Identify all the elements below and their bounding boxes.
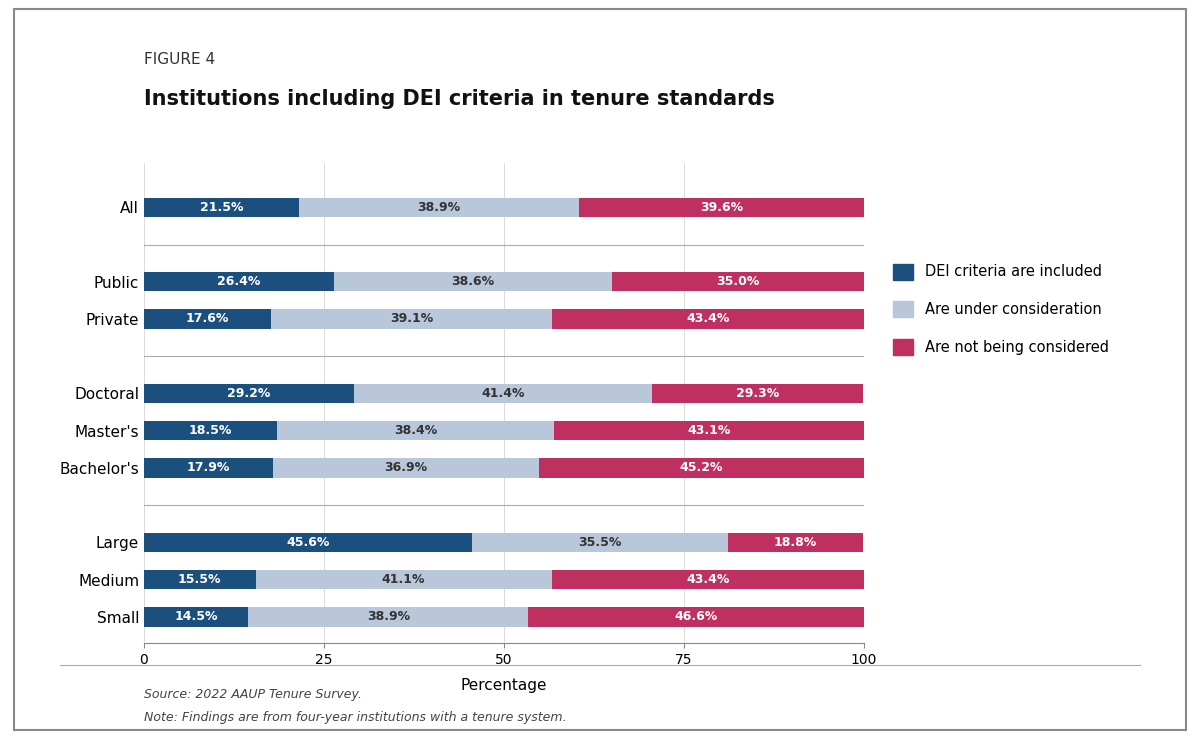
Bar — [354, 384, 653, 403]
Bar — [552, 310, 865, 329]
Text: 45.6%: 45.6% — [287, 536, 330, 549]
Text: 14.5%: 14.5% — [174, 610, 218, 624]
Text: 38.6%: 38.6% — [451, 275, 494, 288]
Bar — [144, 458, 272, 477]
Bar — [528, 607, 864, 627]
Text: 43.1%: 43.1% — [688, 424, 731, 437]
Bar — [728, 533, 863, 552]
Bar — [473, 533, 728, 552]
Bar — [144, 310, 271, 329]
Text: 26.4%: 26.4% — [217, 275, 260, 288]
Text: 36.9%: 36.9% — [384, 461, 427, 474]
Text: 29.2%: 29.2% — [228, 387, 271, 400]
Text: 43.4%: 43.4% — [686, 573, 730, 586]
Bar — [144, 384, 354, 403]
Bar — [334, 272, 612, 291]
Bar — [248, 607, 528, 627]
Bar — [144, 533, 473, 552]
X-axis label: Percentage: Percentage — [461, 678, 547, 692]
Text: 17.6%: 17.6% — [186, 313, 229, 325]
Text: 29.3%: 29.3% — [736, 387, 780, 400]
Bar — [144, 607, 248, 627]
Text: 17.9%: 17.9% — [187, 461, 230, 474]
Text: 38.9%: 38.9% — [367, 610, 410, 624]
Text: 35.5%: 35.5% — [578, 536, 622, 549]
Bar — [271, 310, 552, 329]
Bar — [553, 421, 864, 440]
Text: 21.5%: 21.5% — [199, 201, 244, 214]
Text: Source: 2022 AAUP Tenure Survey.: Source: 2022 AAUP Tenure Survey. — [144, 688, 362, 701]
Text: 38.9%: 38.9% — [418, 201, 461, 214]
Text: 38.4%: 38.4% — [394, 424, 437, 437]
Text: 18.5%: 18.5% — [188, 424, 233, 437]
Legend: DEI criteria are included, Are under consideration, Are not being considered: DEI criteria are included, Are under con… — [886, 256, 1116, 362]
Text: 41.1%: 41.1% — [382, 573, 425, 586]
Text: 43.4%: 43.4% — [686, 313, 730, 325]
Text: 46.6%: 46.6% — [674, 610, 718, 624]
Text: 39.1%: 39.1% — [390, 313, 433, 325]
Bar — [277, 421, 553, 440]
Bar — [272, 458, 539, 477]
Bar — [256, 570, 552, 589]
Text: 35.0%: 35.0% — [716, 275, 760, 288]
Text: Note: Findings are from four-year institutions with a tenure system.: Note: Findings are from four-year instit… — [144, 710, 566, 723]
Bar — [578, 197, 864, 217]
Text: 41.4%: 41.4% — [481, 387, 526, 400]
Bar — [144, 570, 256, 589]
Bar — [144, 272, 334, 291]
Bar — [612, 272, 864, 291]
Bar — [299, 197, 578, 217]
Text: Institutions including DEI criteria in tenure standards: Institutions including DEI criteria in t… — [144, 89, 775, 109]
Bar — [144, 421, 277, 440]
Bar — [653, 384, 863, 403]
Text: FIGURE 4: FIGURE 4 — [144, 52, 215, 67]
Text: 15.5%: 15.5% — [178, 573, 222, 586]
Text: 39.6%: 39.6% — [700, 201, 743, 214]
Text: 45.2%: 45.2% — [679, 461, 724, 474]
Bar — [552, 570, 864, 589]
Bar — [539, 458, 864, 477]
Bar — [144, 197, 299, 217]
Text: 18.8%: 18.8% — [774, 536, 817, 549]
